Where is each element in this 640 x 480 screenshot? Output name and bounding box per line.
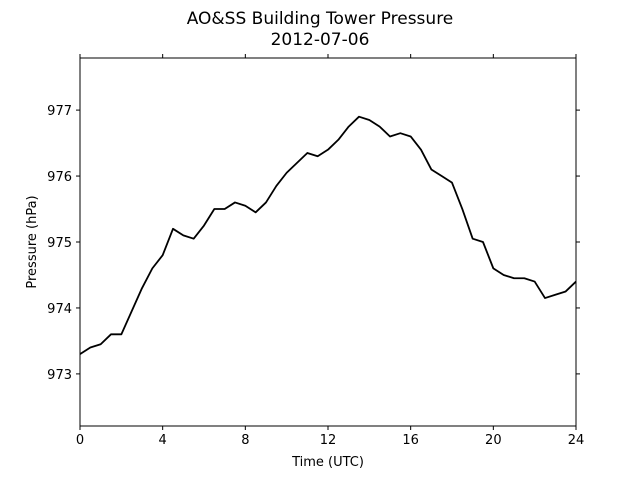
data-line	[79, 115, 577, 355]
plot-frame	[79, 57, 577, 427]
x-tick-label: 20	[485, 433, 502, 448]
x-tick-label: 0	[76, 433, 84, 448]
x-axis-label: Time (UTC)	[291, 455, 364, 470]
x-tick-label: 4	[159, 433, 167, 448]
y-tick-label: 973	[47, 368, 72, 383]
y-tick-label: 975	[47, 236, 72, 251]
x-tick-label: 24	[568, 433, 585, 448]
y-tick-label: 974	[47, 302, 72, 317]
x-tick-label: 12	[320, 433, 337, 448]
chart-subtitle: 2012-07-06	[271, 30, 370, 50]
y-tick-label: 976	[47, 170, 72, 185]
x-tick-label: 8	[241, 433, 249, 448]
y-axis-label: Pressure (hPa)	[25, 195, 40, 288]
chart-title: AO&SS Building Tower Pressure	[187, 9, 454, 29]
y-tick-label: 977	[47, 104, 72, 119]
x-tick-label: 16	[402, 433, 419, 448]
